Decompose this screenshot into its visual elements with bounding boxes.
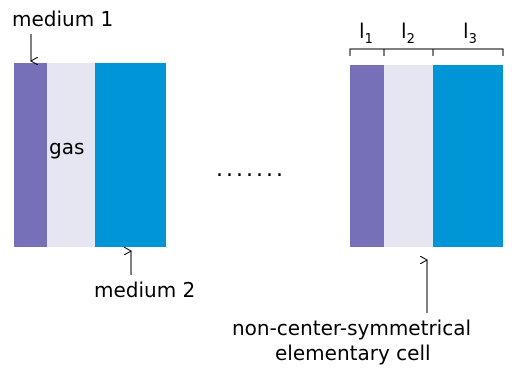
medium2-label: medium 2 bbox=[94, 278, 195, 302]
dimension-brackets bbox=[349, 48, 504, 56]
l3-bracket bbox=[432, 48, 504, 56]
medium1-layer-right bbox=[350, 65, 384, 247]
medium2-layer-right bbox=[433, 65, 503, 247]
medium1-layer-left bbox=[14, 63, 47, 247]
ellipsis: ....... bbox=[216, 157, 286, 182]
l2-bracket bbox=[383, 48, 434, 56]
l1-bracket bbox=[349, 48, 385, 56]
gas-layer-left bbox=[47, 63, 95, 247]
l1-label: l1 bbox=[359, 19, 373, 47]
gas-layer-right bbox=[384, 65, 433, 247]
l3-label: l3 bbox=[463, 19, 477, 47]
gas-label: gas bbox=[49, 135, 84, 159]
cell-label-line1: non-center-symmetrical bbox=[232, 316, 471, 340]
l2-label: l2 bbox=[401, 19, 415, 47]
cell-label-line2: elementary cell bbox=[275, 341, 431, 365]
medium1-label: medium 1 bbox=[12, 7, 113, 31]
medium2-layer-left bbox=[95, 63, 166, 247]
